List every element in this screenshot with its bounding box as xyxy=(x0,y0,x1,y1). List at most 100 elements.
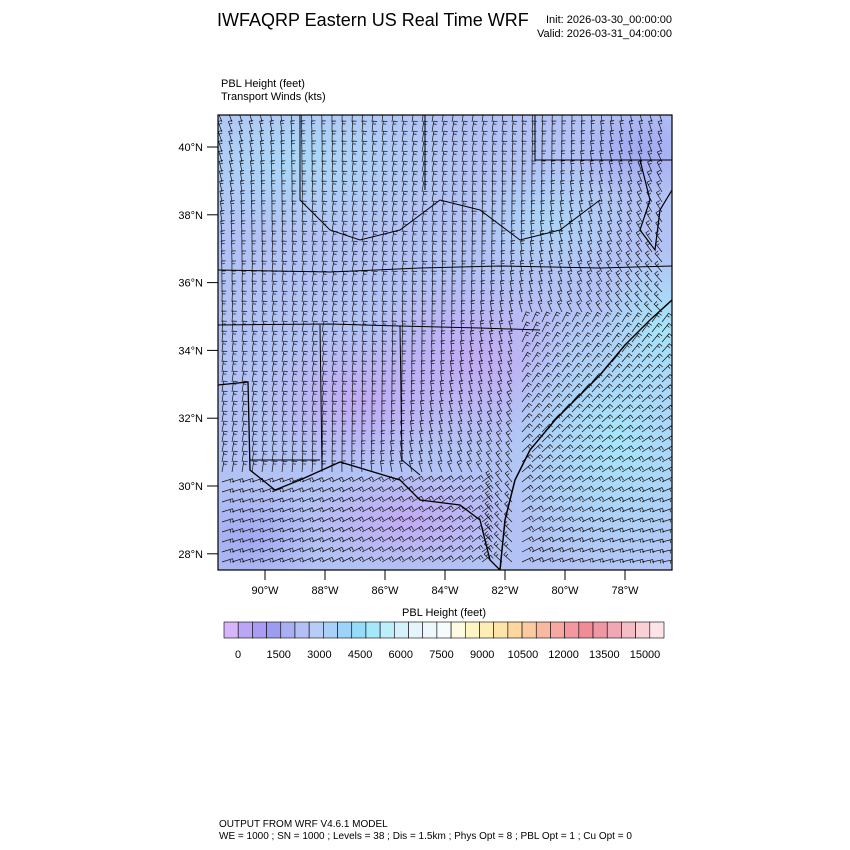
wind-barb xyxy=(551,362,562,373)
wind-barb xyxy=(501,140,508,153)
wind-barb xyxy=(591,475,604,483)
wind-barb xyxy=(331,140,337,153)
wind-barb xyxy=(361,280,368,293)
wind-barb xyxy=(401,240,408,253)
wind-barb xyxy=(218,160,224,173)
wind-barb xyxy=(451,250,457,263)
wind-barb xyxy=(261,260,267,273)
wind-barb xyxy=(261,280,268,293)
wind-barb xyxy=(559,200,565,213)
wind-barb xyxy=(469,330,475,343)
wind-barb xyxy=(661,476,672,483)
wind-barb xyxy=(624,300,633,313)
wind-barb xyxy=(381,350,387,363)
wind-barb xyxy=(560,150,566,163)
wind-barb xyxy=(510,250,515,263)
wind-barb xyxy=(311,557,324,563)
wind-barb xyxy=(521,402,533,413)
wind-barb xyxy=(486,420,493,433)
wind-barb xyxy=(281,460,288,473)
wind-barb xyxy=(641,435,654,443)
wind-barb xyxy=(411,115,414,123)
wind-barb xyxy=(531,515,544,523)
wind-barb xyxy=(617,179,623,193)
wind-barb xyxy=(381,360,387,373)
wind-barb xyxy=(238,140,244,153)
wind-barb xyxy=(391,140,398,153)
wind-barb xyxy=(341,476,354,483)
wind-barb xyxy=(646,180,653,193)
wind-barb xyxy=(508,329,513,343)
wind-barb xyxy=(301,517,315,523)
wind-barb xyxy=(321,340,328,353)
wind-barb xyxy=(599,160,604,173)
wind-barb xyxy=(451,230,458,243)
colorbar-box xyxy=(223,621,239,639)
wind-barb xyxy=(580,150,585,163)
wind-barb xyxy=(461,505,474,513)
wind-barb xyxy=(431,220,438,233)
lat-tick-label: 34°N xyxy=(178,345,203,357)
wind-barb xyxy=(461,250,467,263)
wind-barb xyxy=(351,556,364,563)
wind-barb xyxy=(301,230,308,243)
wind-barb xyxy=(380,420,386,433)
wind-barb xyxy=(301,390,308,403)
wind-barb xyxy=(494,490,503,503)
wind-barb xyxy=(571,383,583,393)
wind-barb xyxy=(607,199,613,213)
wind-barb xyxy=(561,434,574,443)
wind-barb xyxy=(249,150,254,163)
wind-barb xyxy=(510,240,516,253)
wind-barb xyxy=(341,220,348,233)
wind-barb xyxy=(611,548,625,553)
wind-barb xyxy=(290,120,295,133)
wind-barb xyxy=(380,440,385,453)
wind-barb xyxy=(551,495,564,503)
wind-barb xyxy=(631,342,643,353)
wind-barb xyxy=(491,150,498,163)
wind-barb xyxy=(281,240,287,253)
wind-barb xyxy=(561,536,575,543)
wind-barb xyxy=(609,150,614,163)
wind-barb xyxy=(621,435,634,443)
wind-barb xyxy=(531,443,544,453)
wind-barb xyxy=(441,130,448,143)
wind-barb xyxy=(581,485,594,493)
wind-barb xyxy=(661,425,672,433)
wind-barb xyxy=(616,219,623,233)
wind-barb xyxy=(391,320,398,333)
wind-barb xyxy=(341,340,348,353)
wind-barb xyxy=(269,130,275,143)
wind-barb xyxy=(428,439,433,453)
wind-barb xyxy=(531,160,537,173)
wind-barb xyxy=(606,240,613,253)
wind-barb xyxy=(271,370,278,383)
wind-barb xyxy=(540,200,545,213)
wind-barb xyxy=(331,380,338,393)
wind-barb xyxy=(490,270,496,283)
wind-barb xyxy=(341,210,348,223)
wind-barb xyxy=(361,190,368,203)
wind-barb xyxy=(331,150,337,163)
wind-barb xyxy=(421,210,428,223)
wind-barb xyxy=(391,555,404,563)
wind-barb xyxy=(351,250,358,263)
wind-barb xyxy=(430,360,436,373)
wind-barb xyxy=(661,435,672,443)
wind-barb xyxy=(429,390,435,403)
wind-barb xyxy=(321,200,328,213)
wind-barb xyxy=(451,190,458,203)
wind-barb xyxy=(549,210,555,223)
wind-barb xyxy=(409,450,414,463)
wind-barb xyxy=(500,270,505,283)
wind-barb xyxy=(520,250,525,263)
wind-barb xyxy=(259,115,263,123)
wind-barb xyxy=(625,240,633,253)
wind-barb xyxy=(521,140,527,153)
wind-barb xyxy=(631,332,643,343)
wind-barb xyxy=(331,180,338,193)
wind-barb xyxy=(638,119,643,133)
colorbar-box xyxy=(507,621,523,639)
wind-barb xyxy=(497,369,503,383)
